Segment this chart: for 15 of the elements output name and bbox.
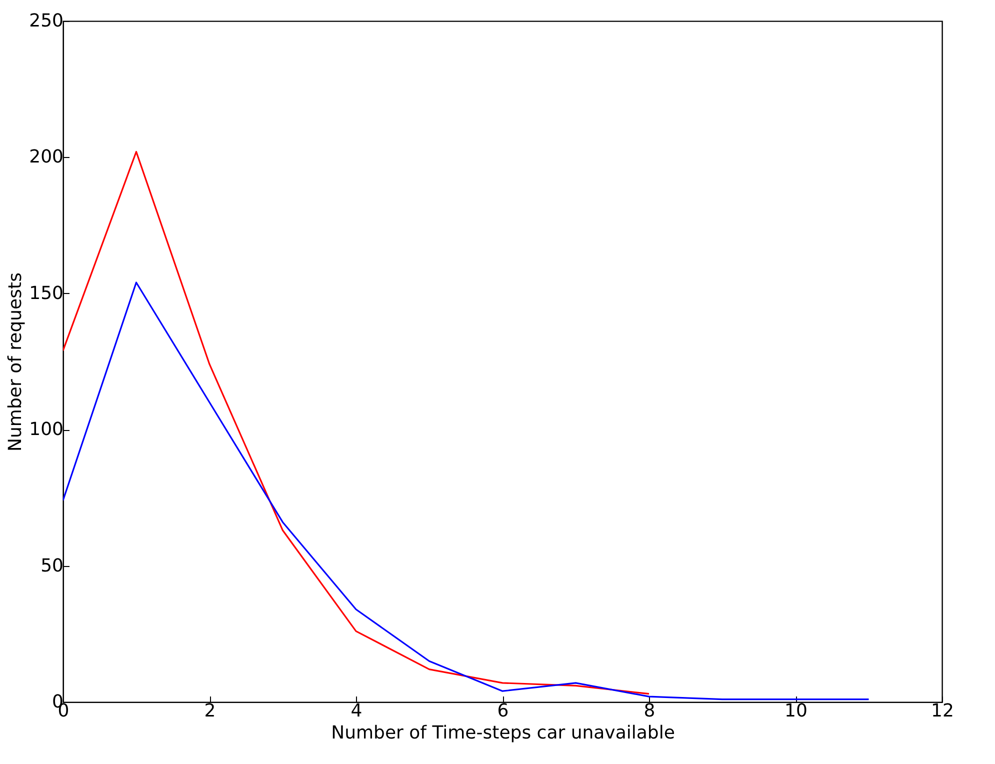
x-tick-label: 2 bbox=[204, 700, 216, 722]
x-tick-label: 12 bbox=[931, 700, 954, 722]
y-tick-label: 50 bbox=[40, 555, 64, 576]
y-tick-label: 250 bbox=[29, 10, 64, 32]
x-axis-title: Number of Time-steps car unavailable bbox=[331, 722, 675, 744]
y-tick-label: 200 bbox=[29, 146, 64, 168]
x-tick-label: 10 bbox=[784, 700, 808, 722]
y-tick-label: 100 bbox=[29, 419, 64, 440]
x-tick-label: 8 bbox=[644, 700, 656, 722]
x-tick-label: 6 bbox=[497, 700, 509, 722]
y-tick-label: 150 bbox=[29, 282, 64, 304]
y-axis-title: Number of requests bbox=[5, 272, 26, 452]
line-series bbox=[63, 282, 870, 700]
x-tick-label: 4 bbox=[350, 700, 362, 722]
line-series bbox=[63, 150, 650, 695]
